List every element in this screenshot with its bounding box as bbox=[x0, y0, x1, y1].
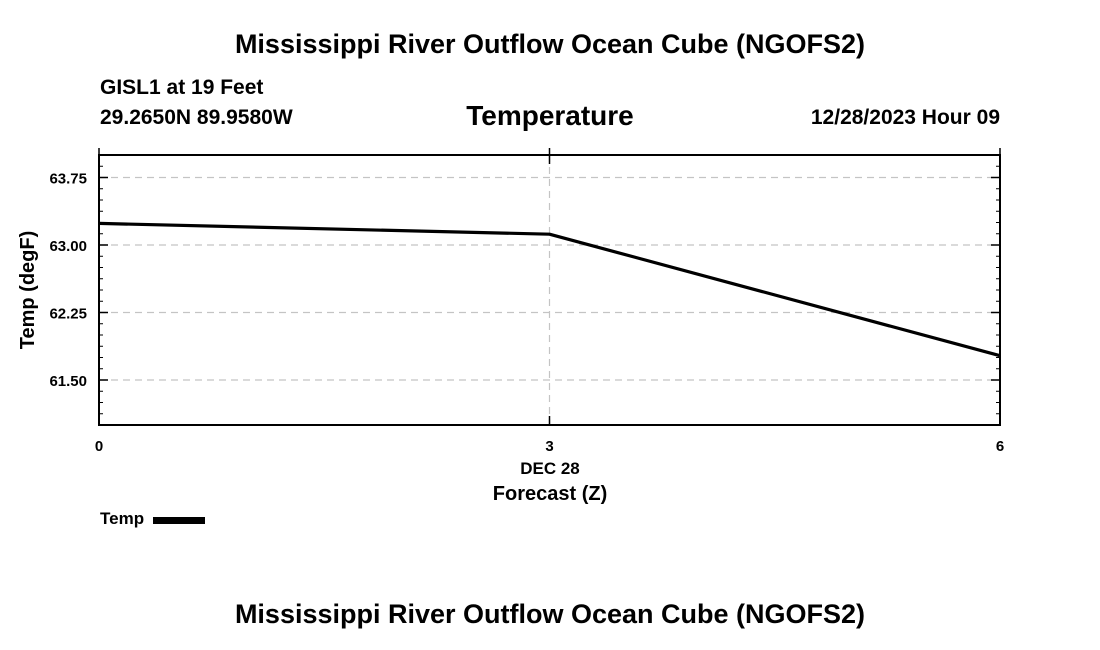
station-label: GISL1 at 19 Feet bbox=[100, 76, 264, 99]
variable-title: Temperature bbox=[466, 100, 634, 131]
x-tick-label: 3 bbox=[545, 438, 553, 455]
x-axis-label: Forecast (Z) bbox=[493, 483, 607, 505]
station-coordinates: 29.2650N 89.9580W bbox=[100, 106, 293, 129]
y-axis-label: Temp (degF) bbox=[17, 231, 39, 350]
y-tick-label: 63.75 bbox=[49, 171, 87, 188]
y-tick-labels: 61.50 62.25 63.00 63.75 bbox=[49, 171, 87, 391]
y-tick-label: 61.50 bbox=[49, 373, 87, 390]
y-tick-label: 62.25 bbox=[49, 306, 87, 323]
legend-swatch bbox=[153, 516, 206, 524]
x-tick-label: 0 bbox=[95, 438, 103, 455]
x-tick-label: 6 bbox=[996, 438, 1004, 455]
legend: Temp bbox=[100, 509, 206, 529]
forecast-datetime: 12/28/2023 Hour 09 bbox=[810, 106, 1000, 129]
x-tick-labels: 0 3 6 bbox=[95, 438, 1004, 455]
x-date-label: DEC 28 bbox=[520, 459, 580, 478]
chart-title: Mississippi River Outflow Ocean Cube (NG… bbox=[234, 29, 866, 59]
grid-lines bbox=[99, 155, 1000, 425]
y-tick-label: 63.00 bbox=[49, 238, 87, 255]
footer-title: Mississippi River Outflow Ocean Cube (NG… bbox=[234, 599, 866, 629]
plot-frame bbox=[98, 154, 1001, 426]
legend-label: Temp bbox=[100, 509, 145, 528]
